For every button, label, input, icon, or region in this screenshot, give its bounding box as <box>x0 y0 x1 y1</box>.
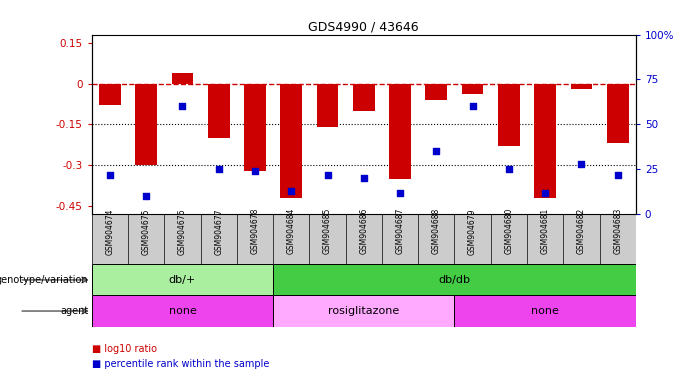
Point <box>214 166 224 172</box>
Bar <box>389 84 411 179</box>
Point <box>358 175 369 181</box>
Point <box>286 188 296 194</box>
Point <box>612 172 623 178</box>
Point <box>576 161 587 167</box>
Bar <box>571 84 592 89</box>
Text: ■ log10 ratio: ■ log10 ratio <box>92 344 157 354</box>
Bar <box>454 296 636 326</box>
Text: genotype/variation: genotype/variation <box>0 275 88 285</box>
Point <box>431 148 442 154</box>
Point <box>540 190 551 196</box>
Point <box>250 168 260 174</box>
Text: db/db: db/db <box>439 275 471 285</box>
Bar <box>92 264 273 296</box>
Text: ■ percentile rank within the sample: ■ percentile rank within the sample <box>92 359 269 369</box>
Bar <box>135 84 157 165</box>
Bar <box>426 84 447 100</box>
Bar <box>99 84 121 105</box>
Title: GDS4990 / 43646: GDS4990 / 43646 <box>309 20 419 33</box>
Text: rosiglitazone: rosiglitazone <box>328 306 399 316</box>
Bar <box>171 73 193 84</box>
Text: none: none <box>531 306 559 316</box>
Text: agent: agent <box>60 306 88 316</box>
Text: db/+: db/+ <box>169 275 196 285</box>
Bar <box>462 84 483 94</box>
Point <box>322 172 333 178</box>
Point <box>394 190 405 196</box>
Point <box>105 172 116 178</box>
Bar <box>353 84 375 111</box>
Bar <box>244 84 266 171</box>
Point <box>467 103 478 109</box>
Point <box>503 166 514 172</box>
Bar <box>273 264 636 296</box>
Bar <box>498 84 520 146</box>
Bar <box>208 84 230 138</box>
Point <box>177 103 188 109</box>
Bar <box>607 84 628 144</box>
Bar <box>317 84 339 127</box>
Bar <box>280 84 302 198</box>
Text: none: none <box>169 306 197 316</box>
Bar <box>92 296 273 326</box>
Bar <box>534 84 556 198</box>
Bar <box>273 296 454 326</box>
Point <box>141 193 152 199</box>
